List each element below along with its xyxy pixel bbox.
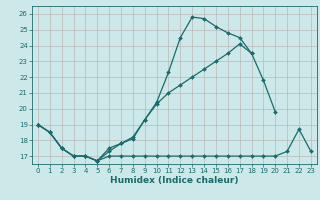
X-axis label: Humidex (Indice chaleur): Humidex (Indice chaleur) xyxy=(110,176,239,185)
